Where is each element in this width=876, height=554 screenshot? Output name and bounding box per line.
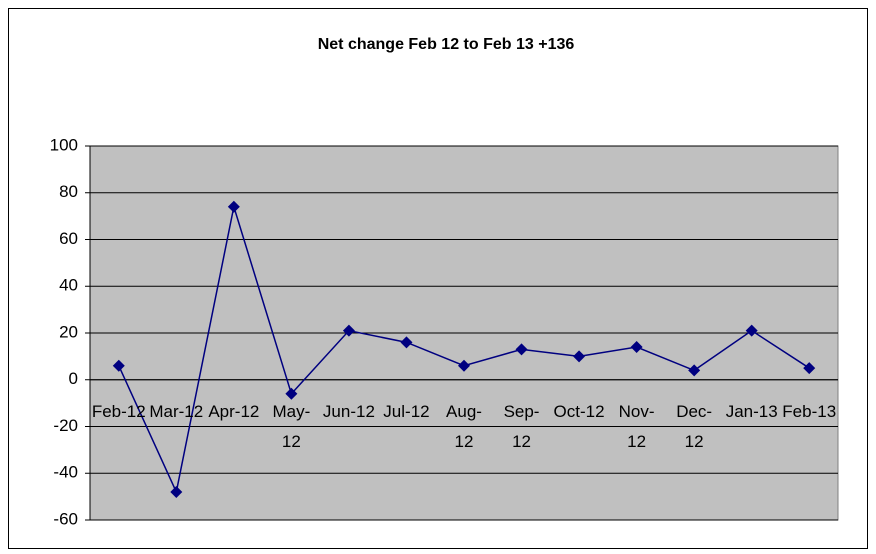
y-tick-label: -60 xyxy=(53,509,78,528)
y-tick-label: 80 xyxy=(59,182,78,201)
x-tick-label: Jul-12 xyxy=(383,401,430,421)
data-point xyxy=(745,324,758,337)
data-point xyxy=(573,350,586,363)
x-tick-label: Nov-12 xyxy=(618,401,655,451)
data-point xyxy=(515,343,528,356)
data-point xyxy=(458,359,470,372)
x-tick-label: Oct-12 xyxy=(553,401,605,421)
y-tick-label: 60 xyxy=(59,229,78,248)
data-point xyxy=(803,362,816,375)
x-tick-label: Aug-12 xyxy=(446,401,482,451)
y-tick-label: 100 xyxy=(50,135,78,154)
data-point xyxy=(400,336,413,349)
x-tick-label: Mar-12 xyxy=(149,401,204,421)
y-tick-label: 0 xyxy=(69,369,78,388)
y-tick-label: -20 xyxy=(53,416,78,435)
y-tick-label: 20 xyxy=(59,322,78,341)
y-tick-label: 40 xyxy=(59,276,78,295)
y-tick-label: -40 xyxy=(53,463,78,482)
data-point xyxy=(112,359,125,372)
x-tick-label: May-12 xyxy=(272,401,311,451)
data-point xyxy=(285,387,298,400)
chart-title: Net change Feb 12 to Feb 13 +136 xyxy=(318,36,575,53)
x-tick-label: Feb-12 xyxy=(91,401,146,421)
x-tick-label: Sep-12 xyxy=(503,401,540,451)
x-tick-label: Jun-12 xyxy=(322,401,375,421)
data-point xyxy=(227,200,240,213)
data-point xyxy=(688,364,701,377)
data-point xyxy=(342,324,355,337)
data-point xyxy=(170,485,183,498)
x-tick-label: Dec-12 xyxy=(676,401,713,451)
data-point xyxy=(630,341,643,354)
x-tick-label: Feb-13 xyxy=(782,401,837,421)
x-tick-label: Apr-12 xyxy=(208,401,260,421)
x-tick-label: Jan-13 xyxy=(725,401,778,421)
